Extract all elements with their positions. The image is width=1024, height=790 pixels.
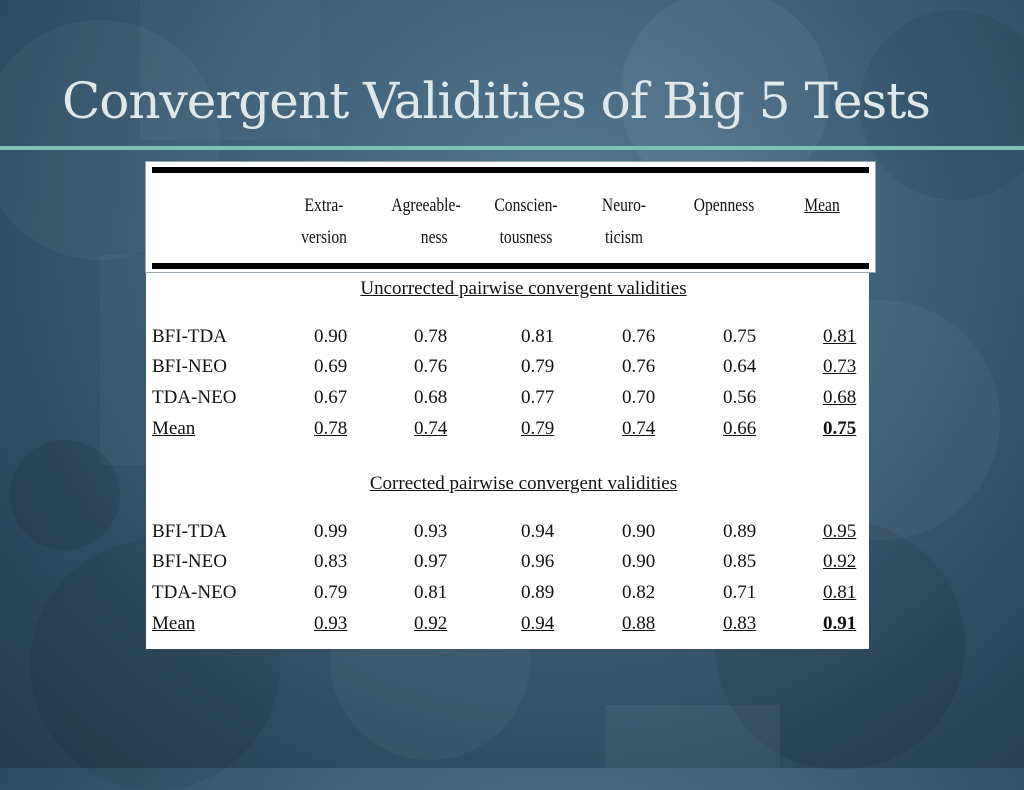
title-divider — [0, 146, 1024, 150]
column-header-neuroticism: Neuro- ticism — [601, 195, 647, 248]
table-cell: 0.95 — [823, 521, 857, 542]
table-row: BFI-NEO 0.69 0.76 0.79 0.76 0.64 0.73 — [146, 356, 869, 386]
table-cell: 0.79 — [314, 582, 348, 603]
row-label: TDA-NEO — [152, 387, 237, 408]
table-body-panel: Uncorrected pairwise convergent validiti… — [146, 273, 869, 649]
table-cell: 0.74 — [414, 418, 448, 439]
table-cell: 0.83 — [314, 551, 348, 572]
column-header-openness: Openness — [693, 195, 755, 216]
table-cell: 0.88 — [622, 613, 656, 634]
table-cell: 0.93 — [414, 521, 448, 542]
table-cell: 0.78 — [414, 326, 448, 347]
table-row: BFI-NEO 0.83 0.97 0.96 0.90 0.85 0.92 — [146, 551, 869, 581]
table-cell: 0.81 — [414, 582, 448, 603]
table-cell: 0.94 — [521, 613, 555, 634]
table-cell: 0.70 — [622, 387, 656, 408]
table-cell: 0.89 — [521, 582, 555, 603]
row-label: BFI-TDA — [152, 521, 227, 542]
table-cell: 0.67 — [314, 387, 348, 408]
row-label: Mean — [152, 613, 196, 634]
table-cell: 0.96 — [521, 551, 555, 572]
table-cell: 0.81 — [521, 326, 555, 347]
table-row-mean: Mean 0.93 0.92 0.94 0.88 0.83 0.91 — [146, 613, 869, 643]
row-label: Mean — [152, 418, 196, 439]
table-cell: 0.75 — [723, 326, 757, 347]
table-cell: 0.94 — [521, 521, 555, 542]
table-cell: 0.90 — [622, 551, 656, 572]
section-title-uncorrected: Uncorrected pairwise convergent validiti… — [360, 278, 687, 299]
table-cell: 0.83 — [723, 613, 757, 634]
table-cell: 0.90 — [314, 326, 348, 347]
table-cell: 0.89 — [723, 521, 757, 542]
column-header-agreeableness: Agreeable- ness — [391, 195, 461, 248]
table-cell: 0.82 — [622, 582, 656, 603]
table-row: TDA-NEO 0.67 0.68 0.77 0.70 0.56 0.68 — [146, 387, 869, 417]
row-label: BFI-NEO — [152, 551, 227, 572]
table-top-rule — [152, 167, 869, 173]
table-row: BFI-TDA 0.90 0.78 0.81 0.76 0.75 0.81 — [146, 326, 869, 356]
table-cell: 0.56 — [723, 387, 757, 408]
table-cell: 0.76 — [622, 326, 656, 347]
table-cell: 0.93 — [314, 613, 348, 634]
table-cell: 0.76 — [414, 356, 448, 377]
table-cell: 0.92 — [414, 613, 448, 634]
table-cell: 0.68 — [823, 387, 857, 408]
table-cell: 0.77 — [521, 387, 555, 408]
column-header-conscientiousness: Conscien- tousness — [494, 195, 558, 248]
table-cell: 0.91 — [823, 613, 857, 634]
table-cell: 0.81 — [823, 326, 857, 347]
column-header-extraversion: Extra- version — [301, 195, 347, 248]
table-header-panel: Extra- version Agreeable- ness Conscien-… — [145, 161, 876, 273]
table-cell: 0.68 — [414, 387, 448, 408]
section-title-corrected: Corrected pairwise convergent validities — [369, 473, 678, 494]
table-cell: 0.90 — [622, 521, 656, 542]
table-cell: 0.92 — [823, 551, 857, 572]
table-cell: 0.99 — [314, 521, 348, 542]
table-cell: 0.76 — [622, 356, 656, 377]
table-cell: 0.73 — [823, 356, 857, 377]
table-cell: 0.81 — [823, 582, 857, 603]
table-cell: 0.79 — [521, 356, 555, 377]
table-cell: 0.66 — [723, 418, 757, 439]
table-cell: 0.78 — [314, 418, 348, 439]
table-cell: 0.79 — [521, 418, 555, 439]
table-cell: 0.85 — [723, 551, 757, 572]
table-header-rule — [152, 263, 869, 269]
row-label: TDA-NEO — [152, 582, 237, 603]
slide-title: Convergent Validities of Big 5 Tests — [62, 72, 931, 130]
table-cell: 0.64 — [723, 356, 757, 377]
row-label: BFI-NEO — [152, 356, 227, 377]
background-circle-decoration — [10, 440, 120, 550]
table-row: TDA-NEO 0.79 0.81 0.89 0.82 0.71 0.81 — [146, 582, 869, 612]
table-cell: 0.71 — [723, 582, 757, 603]
row-label: BFI-TDA — [152, 326, 227, 347]
table-cell: 0.74 — [622, 418, 656, 439]
table-row-mean: Mean 0.78 0.74 0.79 0.74 0.66 0.75 — [146, 418, 869, 448]
table-cell: 0.69 — [314, 356, 348, 377]
table-row: BFI-TDA 0.99 0.93 0.94 0.90 0.89 0.95 — [146, 521, 869, 551]
table-cell: 0.97 — [414, 551, 448, 572]
background-square-decoration — [605, 705, 780, 768]
column-header-mean: Mean — [804, 195, 840, 216]
table-cell: 0.75 — [823, 418, 857, 439]
